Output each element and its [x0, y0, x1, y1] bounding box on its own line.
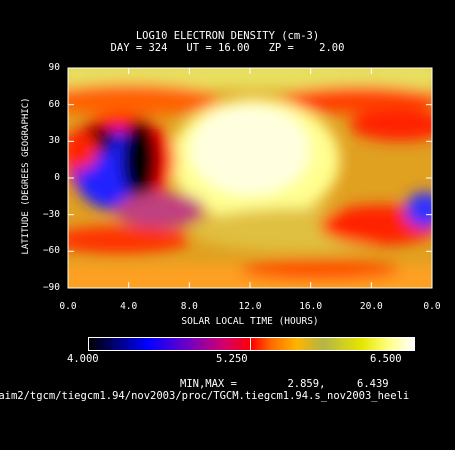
y-tick-label: 0 — [54, 172, 60, 183]
y-tick-label: 90 — [48, 62, 60, 73]
x-tick-label: 8.0 — [180, 301, 198, 312]
chart-title: LOG10 ELECTRON DENSITY (cm-3) — [135, 30, 320, 42]
x-tick-label: 16.0 — [299, 301, 323, 312]
colorbar-mid-tick — [250, 337, 251, 351]
chart-subtitle: DAY = 324 UT = 16.00 ZP = 2.00 — [110, 42, 345, 54]
y-tick-label: −30 — [42, 208, 60, 220]
x-tick-label: 20.0 — [359, 301, 383, 312]
x-axis-label: SOLAR LOCAL TIME (HOURS) — [181, 316, 319, 327]
y-tick-label: −90 — [42, 282, 60, 293]
minmax-readout: MIN,MAX = 2.859, 6.439 — [180, 378, 389, 390]
colorbar-max-label: 6.500 — [370, 353, 402, 365]
x-tick-label: 0.0 — [423, 301, 441, 312]
colorbar-mid-label: 5.250 — [216, 353, 248, 365]
x-tick-label: 0.0 — [59, 301, 77, 312]
y-axis-label: LATITUDE (DEGREES GEOGRAPHIC) — [21, 97, 31, 255]
y-tick-label: 30 — [48, 135, 60, 147]
heatmap-field — [68, 68, 432, 288]
y-tick-label: 60 — [48, 98, 60, 110]
x-tick-label: 4.0 — [120, 301, 138, 312]
x-tick-label: 12.0 — [238, 301, 262, 312]
y-tick-label: −60 — [42, 245, 60, 257]
colorbar-min-label: 4.000 — [67, 353, 99, 365]
file-path: /aim2/tgcm/tiegcm1.94/nov2003/proc/TGCM.… — [0, 390, 410, 402]
colorbar — [88, 337, 415, 351]
